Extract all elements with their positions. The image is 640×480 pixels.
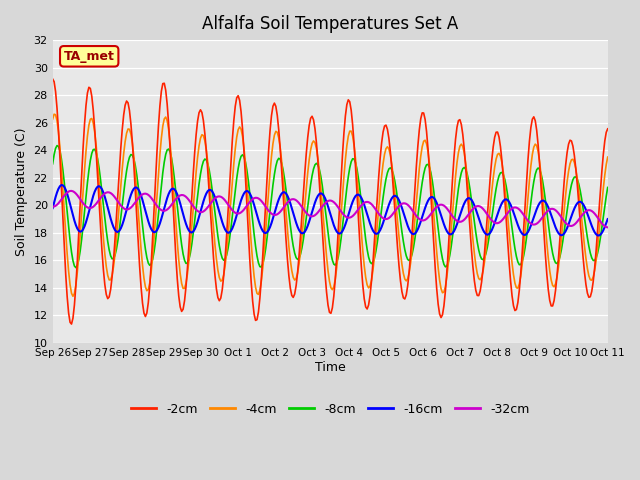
X-axis label: Time: Time — [315, 360, 346, 373]
Y-axis label: Soil Temperature (C): Soil Temperature (C) — [15, 127, 28, 256]
Legend: -2cm, -4cm, -8cm, -16cm, -32cm: -2cm, -4cm, -8cm, -16cm, -32cm — [126, 398, 534, 421]
Text: TA_met: TA_met — [64, 50, 115, 63]
Title: Alfalfa Soil Temperatures Set A: Alfalfa Soil Temperatures Set A — [202, 15, 458, 33]
